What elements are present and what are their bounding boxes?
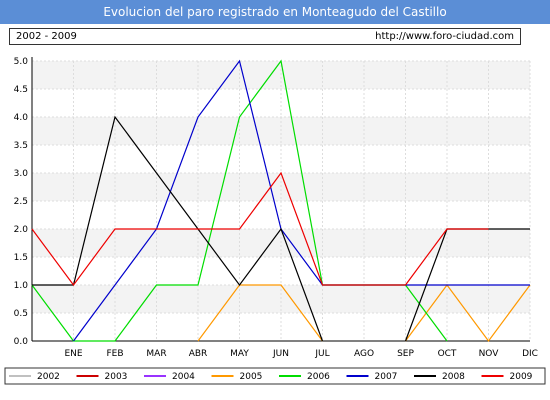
y-tick-label: 2.0 [14, 225, 29, 235]
y-tick-label: 4.0 [14, 113, 29, 123]
series-line-2007 [73, 59, 530, 342]
x-tick-label: SEP [397, 349, 414, 359]
series-line-2008 [32, 115, 324, 342]
x-tick-label: ABR [189, 349, 208, 359]
legend-label-2004: 2004 [172, 372, 195, 382]
y-tick-label: 3.0 [14, 169, 29, 179]
y-tick-label: 3.5 [14, 141, 28, 151]
x-tick-label: OCT [438, 349, 457, 359]
legend-label-2007: 2007 [375, 372, 398, 382]
legend-label-2003: 2003 [105, 372, 128, 382]
y-tick-label: 4.5 [14, 85, 28, 95]
legend-label-2009: 2009 [510, 372, 533, 382]
y-tick-label: 1.0 [14, 281, 29, 291]
y-tick-label: 2.5 [14, 197, 28, 207]
x-tick-label: FEB [106, 349, 123, 359]
legend-label-2008: 2008 [442, 372, 465, 382]
legend: 2002 2003 2004 2005 2006 2007 2008 2009 [4, 367, 546, 385]
y-tick-label: 0.0 [14, 337, 29, 347]
x-tick-labels: ENE FEB MAR ABR MAY JUN JUL AGO SEP OCT NOV DIC [64, 349, 537, 359]
info-box: 2002 - 2009 http://www.foro-ciudad.com [9, 28, 521, 45]
series-line-2005 [197, 284, 323, 342]
x-tick-label: DIC [522, 349, 538, 359]
x-tick-label: NOV [479, 349, 500, 359]
legend-label-2002: 2002 [37, 372, 60, 382]
legend-label-2006: 2006 [307, 372, 330, 382]
x-tick-label: JUN [272, 349, 289, 359]
source-url[interactable]: http://www.foro-ciudad.com [375, 31, 514, 42]
y-tick-label: 5.0 [14, 57, 29, 67]
series-line-2009 [31, 171, 489, 287]
x-tick-label: AGO [354, 349, 374, 359]
y-tick-label: 1.5 [14, 253, 28, 263]
series-lines [31, 59, 531, 343]
x-tick-label: ENE [64, 349, 82, 359]
x-tick-label: JUL [314, 349, 329, 359]
y-tick-label: 0.5 [14, 309, 28, 319]
date-range-label: 2002 - 2009 [16, 31, 77, 42]
chart-title: Evolucion del paro registrado en Monteag… [0, 0, 550, 24]
x-tick-label: MAR [146, 349, 166, 359]
y-tick-labels: 0.0 0.5 1.0 1.5 2.0 2.5 3.0 3.5 4.0 4.5 5.0 [14, 57, 29, 347]
legend-box [4, 367, 546, 385]
x-tick-label: MAY [230, 349, 249, 359]
legend-label-2005: 2005 [240, 372, 263, 382]
